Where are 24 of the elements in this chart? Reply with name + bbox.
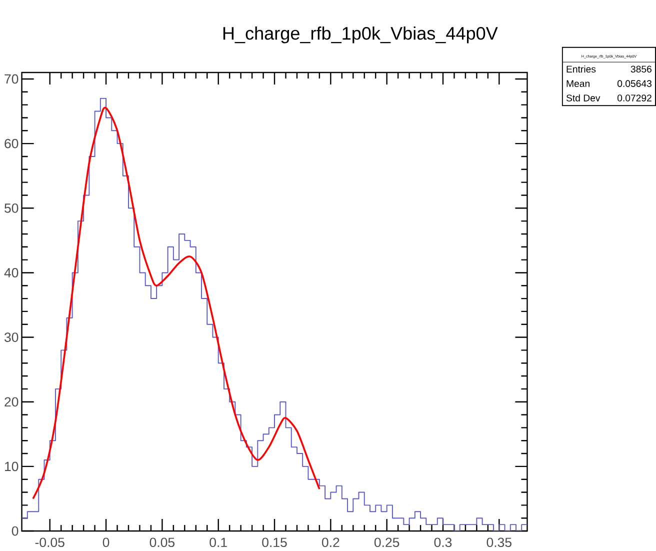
y-tick-label: 10 [5, 462, 18, 471]
chart-title: H_charge_rfb_1p0k_Vbias_44p0V [223, 26, 498, 44]
x-tick-label: -0.05 [35, 537, 64, 547]
x-tick-label: 0.25 [374, 537, 400, 547]
x-tick-label: 0.35 [486, 537, 512, 547]
x-tick-label: 0.2 [322, 537, 340, 547]
x-tick-label: 0.15 [262, 537, 287, 547]
text: 0.07292 [617, 94, 652, 102]
text: 3856 [630, 65, 652, 72]
x-tick-label: 0.05 [150, 537, 174, 547]
x-tick-label: 0.1 [210, 537, 227, 547]
text: Std Dev [566, 94, 600, 102]
y-tick-label: 50 [4, 203, 18, 213]
y-tick-label: 30 [4, 332, 18, 342]
y-tick-label: 20 [4, 396, 18, 406]
y-tick-label: 70 [4, 74, 18, 84]
x-tick-label: 0 [102, 537, 110, 547]
y-tick-label: 0 [12, 526, 18, 536]
text: 0.05643 [617, 80, 652, 87]
text: Entries [566, 65, 596, 72]
x-tick-label: 0.3 [434, 537, 452, 547]
text: Mean [566, 80, 590, 87]
y-tick-label: 40 [4, 268, 18, 278]
y-tick-label: 60 [4, 138, 18, 148]
